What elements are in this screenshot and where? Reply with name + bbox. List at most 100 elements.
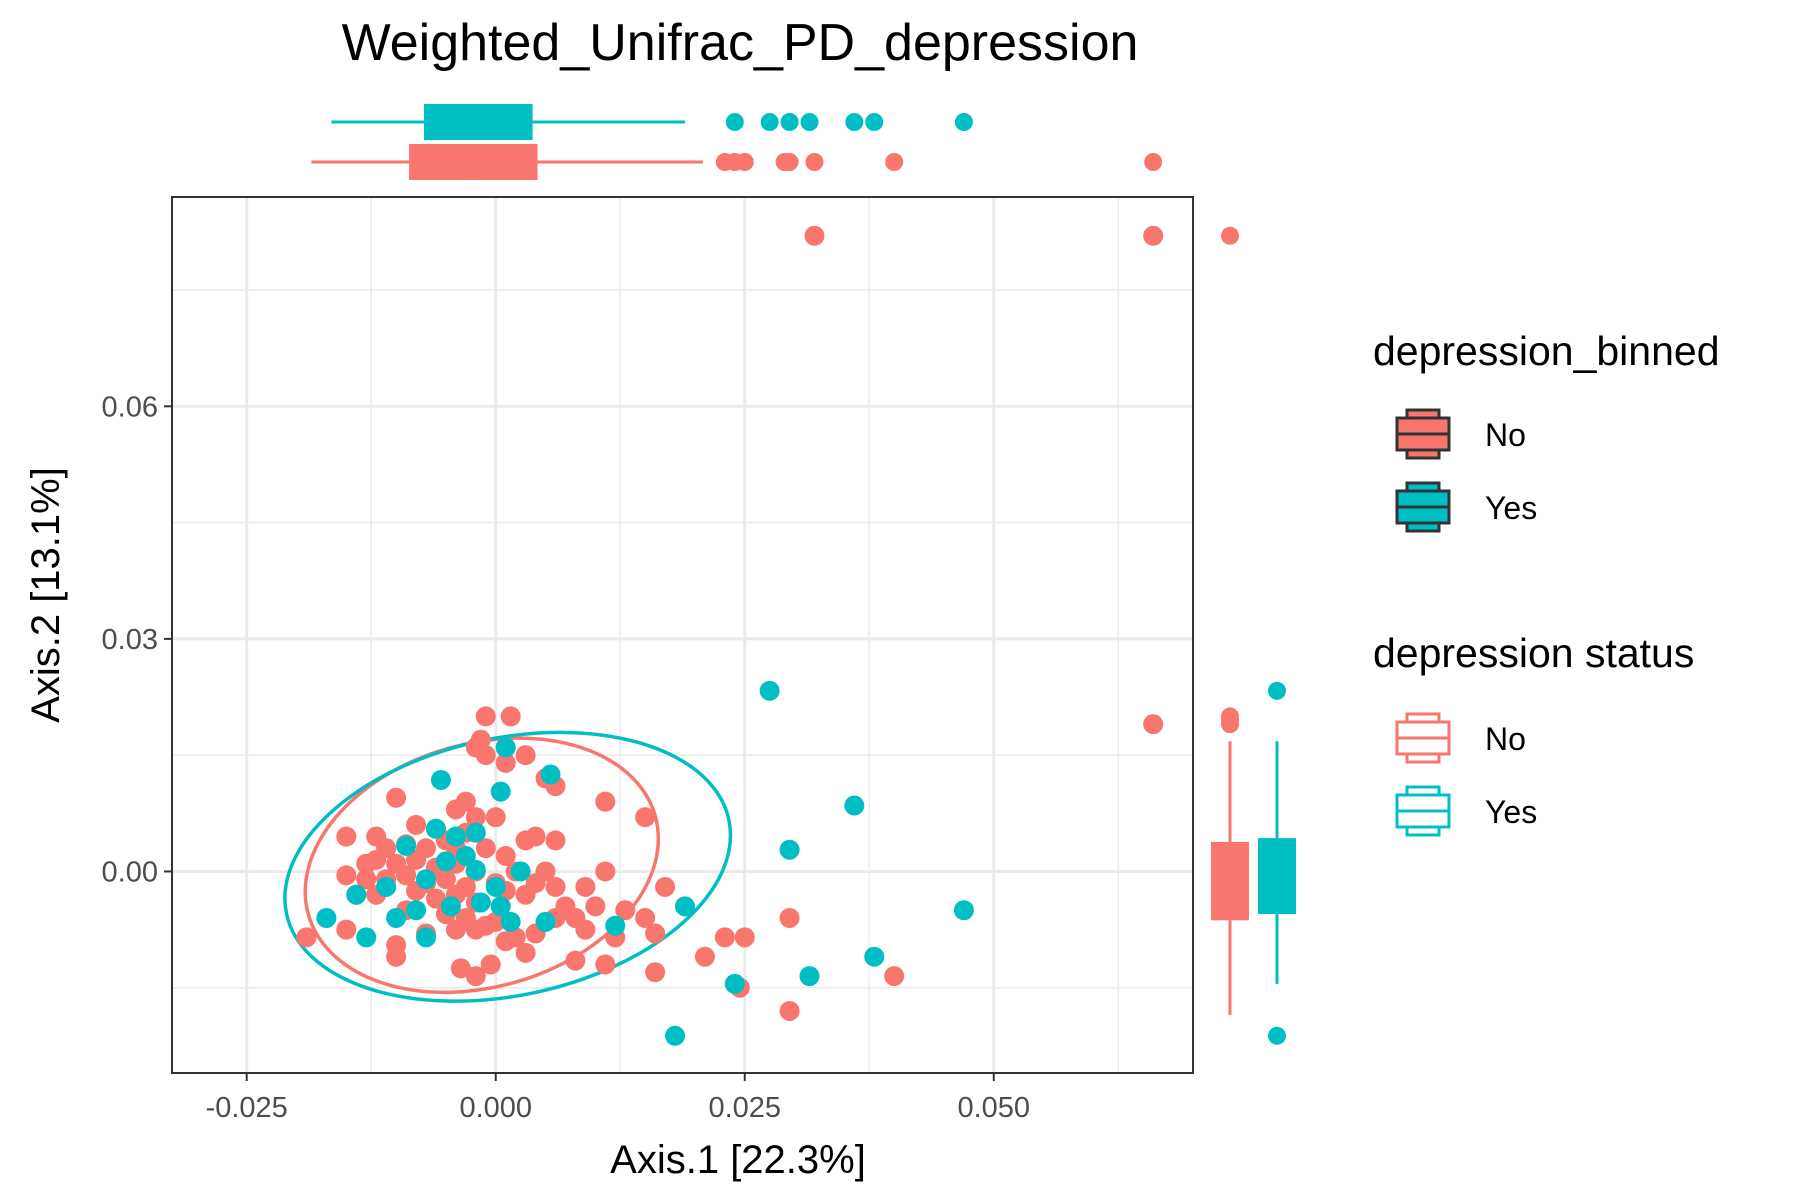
y-marginal-boxplots <box>1211 226 1296 1045</box>
point-no <box>465 919 486 940</box>
point-yes <box>386 907 407 928</box>
point-no <box>545 830 566 851</box>
point-yes <box>465 859 486 880</box>
point-yes <box>416 927 437 948</box>
point-no <box>465 966 486 987</box>
x-marginal-boxplots <box>311 104 1163 180</box>
point-yes <box>495 737 516 758</box>
point-no <box>779 1000 800 1021</box>
point-no <box>884 966 905 987</box>
legend-title: depression_binned <box>1373 328 1720 374</box>
point-no <box>515 942 536 963</box>
point-yes <box>346 884 367 905</box>
point-no <box>475 838 496 859</box>
point-no <box>386 946 407 967</box>
point-yes <box>864 946 885 967</box>
point-yes <box>435 851 456 872</box>
x-tick-label: 0.050 <box>957 1092 1030 1124</box>
point-no <box>435 869 456 890</box>
scatter-points <box>296 225 1164 1046</box>
point-yes <box>540 764 561 785</box>
point-no <box>595 954 616 975</box>
point-no <box>734 927 755 948</box>
point-no <box>406 849 427 870</box>
point-no <box>525 826 546 847</box>
point-no <box>336 826 357 847</box>
point-no <box>396 865 417 886</box>
point-yes <box>779 839 800 860</box>
outlier <box>760 113 779 131</box>
x-axis-ticks: -0.025 0.000 0.025 0.050 <box>206 1073 1030 1124</box>
point-yes <box>674 896 695 917</box>
point-yes <box>510 861 531 882</box>
plot-panel <box>171 196 1194 1074</box>
major-gridlines <box>172 197 1193 1073</box>
point-no <box>779 907 800 928</box>
point-no <box>585 896 606 917</box>
point-yes <box>470 892 491 913</box>
panel-background <box>172 197 1193 1073</box>
y-tick-label: 0.03 <box>102 624 158 656</box>
point-yes <box>316 907 337 928</box>
x-tick-label: 0.025 <box>708 1092 781 1124</box>
point-yes <box>490 896 511 917</box>
point-no <box>804 225 825 246</box>
point-no <box>455 791 476 812</box>
y-tick-label: 0.00 <box>102 856 158 888</box>
legend-label: No <box>1485 721 1526 757</box>
point-yes <box>406 900 427 921</box>
point-no <box>366 849 387 870</box>
point-yes <box>724 973 745 994</box>
point-yes <box>425 818 446 839</box>
x-tick-label: -0.025 <box>206 1092 288 1124</box>
point-no <box>515 884 536 905</box>
y-boxplot-no <box>1211 226 1249 1015</box>
point-yes <box>844 795 865 816</box>
outlier <box>1221 707 1239 726</box>
point-no <box>635 807 656 828</box>
point-no <box>406 814 427 835</box>
point-no <box>485 911 506 932</box>
point-no <box>655 876 676 897</box>
x-boxplot-no <box>311 144 1163 180</box>
outlier <box>1221 226 1239 245</box>
point-no <box>635 907 656 928</box>
point-no <box>336 919 357 940</box>
outlier <box>954 113 973 131</box>
outlier <box>780 153 799 171</box>
chart-title: Weighted_Unifrac_PD_depression <box>342 14 1139 72</box>
point-no <box>645 923 666 944</box>
outlier <box>805 153 824 171</box>
point-no <box>515 745 536 766</box>
point-no <box>694 946 715 967</box>
point-no <box>714 927 735 948</box>
outlier <box>780 113 799 131</box>
point-no <box>575 919 596 940</box>
point-no <box>495 931 516 952</box>
outlier <box>1268 1026 1286 1045</box>
point-yes <box>485 876 506 897</box>
point-no <box>495 752 516 773</box>
outlier <box>1144 153 1163 171</box>
legend-depression-status: depression status No Yes <box>1373 630 1694 837</box>
point-yes <box>799 966 820 987</box>
legend-key <box>1395 408 1451 460</box>
point-yes <box>535 911 556 932</box>
point-no <box>450 958 471 979</box>
point-no <box>565 950 586 971</box>
panel-border <box>171 196 1194 1074</box>
point-yes <box>396 835 417 856</box>
point-no <box>595 791 616 812</box>
outlier <box>725 113 744 131</box>
point-yes <box>430 769 451 790</box>
point-no <box>500 706 521 727</box>
point-yes <box>455 845 476 866</box>
point-no <box>480 954 501 975</box>
y-boxplot-yes <box>1258 681 1296 1045</box>
point-yes <box>759 680 780 701</box>
point-yes <box>665 1025 686 1046</box>
point-yes <box>445 826 466 847</box>
point-yes <box>440 896 461 917</box>
legend-key <box>1395 785 1451 837</box>
